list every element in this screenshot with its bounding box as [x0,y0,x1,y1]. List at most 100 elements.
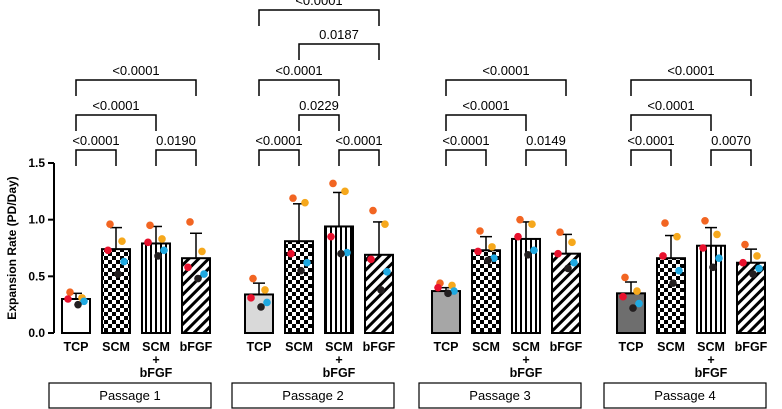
passage-label-box [418,382,582,409]
p-value-label: <0.0001 [112,63,159,78]
category-label: + [335,353,342,367]
data-point [434,283,442,292]
data-point [158,235,166,243]
comparison-bracket [298,43,380,60]
data-point [289,194,297,202]
data-point [490,254,498,262]
data-point [337,249,345,258]
data-point [556,228,564,236]
data-point [263,298,271,307]
data-point [554,249,562,258]
p-value-label: <0.0001 [647,98,694,113]
data-point [669,279,677,287]
data-point [530,246,538,255]
data-point [118,237,126,245]
data-point [621,273,629,282]
category-label: bFGF [180,340,213,354]
data-point [741,240,749,249]
category-label: bFGF [695,366,728,380]
data-point [301,198,309,207]
data-point [450,287,458,295]
data-point [633,287,641,295]
category-label: TCP [64,340,89,354]
data-point [66,288,74,297]
data-point [739,258,747,267]
category-label: SCM [657,340,685,354]
data-point [198,247,206,256]
bar [324,225,354,334]
data-point [160,246,168,255]
data-point [80,297,88,306]
p-value-label: <0.0001 [462,98,509,113]
data-point [713,230,721,239]
data-point [675,266,683,275]
data-point [564,264,572,273]
data-point [186,218,194,226]
data-point [383,268,391,276]
comparison-bracket [630,79,752,96]
p-value-label: <0.0001 [255,133,302,148]
passage-label-box [48,382,212,409]
data-point [146,221,154,230]
data-point [570,258,578,267]
data-point [104,246,112,255]
category-label: SCM [142,340,170,354]
comparison-bracket [258,149,300,166]
data-point [257,303,265,311]
comparison-bracket [298,114,340,131]
passage-label-box [603,382,767,409]
comparison-bracket [338,149,380,166]
p-value-label: <0.0001 [482,63,529,78]
data-point [661,219,669,227]
data-point [381,220,389,228]
data-point [154,252,162,260]
p-value-label: <0.0001 [667,63,714,78]
p-value-label: <0.0001 [72,133,119,148]
data-point [528,220,536,228]
bar [364,253,394,334]
comparison-bracket [630,114,712,131]
category-label: SCM [325,340,353,354]
y-tick-label: 1.0 [28,213,45,227]
comparison-bracket [630,149,672,166]
passage-label: Passage 4 [654,388,715,403]
data-point [120,257,128,266]
data-point [114,270,122,278]
data-point [568,238,576,247]
p-value-label: <0.0001 [627,133,674,148]
comparison-bracket [75,79,197,96]
category-label: + [707,353,714,367]
data-point [297,266,305,275]
bar [431,290,461,335]
data-point [749,270,757,278]
y-tick-label: 1.5 [28,156,45,170]
comparison-bracket [155,149,197,166]
data-point [635,299,643,308]
comparison-bracket [75,114,157,131]
data-point [755,264,763,273]
data-point [249,274,257,283]
category-label: bFGF [550,340,583,354]
data-point [287,249,295,258]
data-point [488,243,496,251]
data-point [369,206,377,215]
p-value-label: 0.0190 [156,133,196,148]
p-value-label: 0.0149 [526,133,566,148]
category-label: SCM [512,340,540,354]
passage-label: Passage 2 [282,388,343,403]
data-point [261,286,269,294]
data-point [484,256,492,265]
data-point [194,274,202,283]
y-tick-label: 0.5 [28,269,45,283]
data-point [367,255,375,264]
p-value-label: <0.0001 [92,98,139,113]
data-point [524,251,532,259]
category-label: bFGF [735,340,768,354]
data-point [709,263,717,272]
data-point [444,289,452,298]
p-value-label: <0.0001 [335,133,382,148]
comparison-bracket [258,79,340,96]
comparison-bracket [258,9,380,26]
